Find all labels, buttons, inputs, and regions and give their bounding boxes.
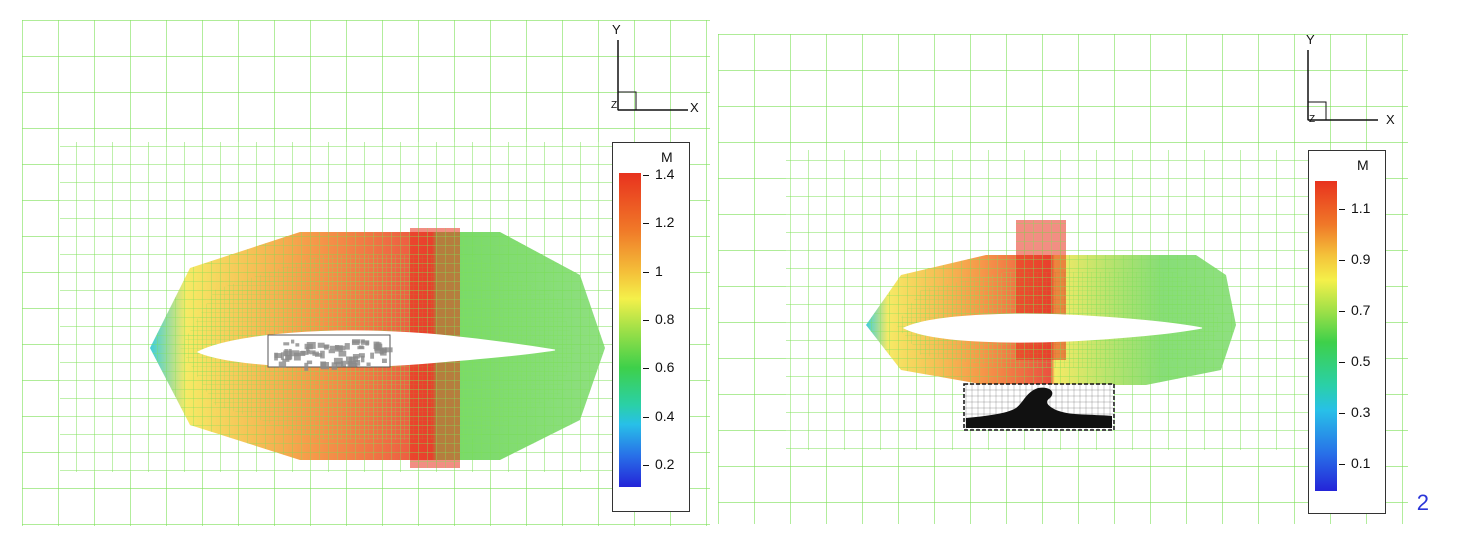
left-axis-x-label: X bbox=[690, 100, 699, 115]
right-axis-z-label: Z bbox=[1309, 114, 1315, 125]
left-legend-tick-mark bbox=[643, 368, 649, 369]
right-inset-block bbox=[964, 384, 1114, 430]
left-legend-tick-mark bbox=[643, 465, 649, 466]
slide-number: 2 bbox=[1417, 490, 1429, 516]
left-legend-tick-label: 0.2 bbox=[655, 456, 674, 472]
left-legend-title: M bbox=[661, 149, 673, 165]
left-mesh-panel: Y X Z M 1.4 1.2 1 0.8 0.6 0.4 0.2 bbox=[0, 0, 710, 558]
left-colorbar bbox=[619, 173, 641, 487]
right-legend-tick-label: 0.7 bbox=[1351, 302, 1370, 318]
right-mesh-panel: Y X Z M 1.1 0.9 0.7 0.5 0.3 0.1 bbox=[716, 0, 1436, 558]
left-axis-z-label: Z bbox=[611, 100, 617, 111]
right-legend-tick-mark bbox=[1339, 362, 1345, 363]
right-legend-tick-mark bbox=[1339, 209, 1345, 210]
right-legend-tick-label: 0.3 bbox=[1351, 404, 1370, 420]
right-legend-tick-mark bbox=[1339, 464, 1345, 465]
left-legend-tick-mark bbox=[643, 272, 649, 273]
right-colorbar bbox=[1315, 181, 1337, 491]
right-legend-title: M bbox=[1357, 157, 1369, 173]
right-axis-x-label: X bbox=[1386, 112, 1395, 127]
right-axis-y-label: Y bbox=[1306, 32, 1315, 47]
left-legend-tick-label: 0.8 bbox=[655, 311, 674, 327]
right-legend-tick-label: 0.9 bbox=[1351, 251, 1370, 267]
left-legend-tick-mark bbox=[643, 320, 649, 321]
right-legend-tick-label: 0.1 bbox=[1351, 455, 1370, 471]
left-legend-tick-label: 0.6 bbox=[655, 359, 674, 375]
right-legend: M 1.1 0.9 0.7 0.5 0.3 0.1 bbox=[1308, 150, 1386, 514]
left-legend-tick-label: 0.4 bbox=[655, 408, 674, 424]
left-mesh-plot bbox=[0, 0, 710, 558]
right-legend-tick-mark bbox=[1339, 260, 1345, 261]
right-legend-tick-label: 0.5 bbox=[1351, 353, 1370, 369]
left-legend-tick-mark bbox=[643, 417, 649, 418]
right-legend-tick-label: 1.1 bbox=[1351, 200, 1370, 216]
left-legend-tick-label: 1 bbox=[655, 263, 663, 279]
right-legend-tick-mark bbox=[1339, 311, 1345, 312]
left-legend-tick-mark bbox=[643, 175, 649, 176]
left-legend-tick-label: 1.2 bbox=[655, 214, 674, 230]
right-legend-tick-mark bbox=[1339, 413, 1345, 414]
left-legend: M 1.4 1.2 1 0.8 0.6 0.4 0.2 bbox=[612, 142, 690, 512]
left-legend-tick-mark bbox=[643, 223, 649, 224]
left-axis-y-label: Y bbox=[612, 22, 621, 37]
left-inset-block bbox=[268, 335, 393, 371]
left-legend-tick-label: 1.4 bbox=[655, 166, 674, 182]
